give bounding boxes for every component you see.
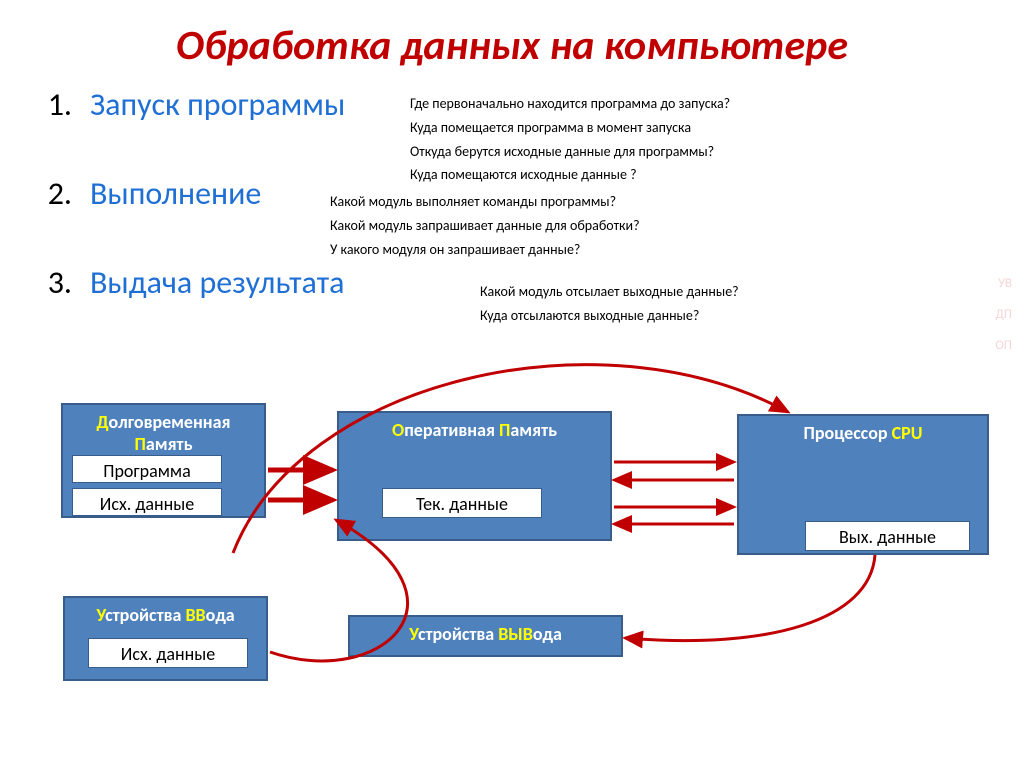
list-number: 1. <box>40 85 90 124</box>
question-line: Куда помещается программа в момент запус… <box>410 116 730 140</box>
node-title: Оперативная Память <box>339 413 610 447</box>
question-line: Где первоначально находится программа до… <box>410 92 730 116</box>
node-title: Устройства ВВода <box>65 598 266 632</box>
list-text: Выполнение <box>90 174 261 213</box>
list-text: Выдача результата <box>90 263 344 302</box>
question-line: Какой модуль запрашивает данные для обра… <box>330 214 640 238</box>
question-line: Куда отсылаются выходные данные? <box>480 304 739 328</box>
list-number: 3. <box>40 263 90 302</box>
questions-group-2: Какой модуль выполняет команды программы… <box>330 190 640 261</box>
list-item: 3. Выдача результата <box>40 263 345 302</box>
question-line: Какой модуль выполняет команды программы… <box>330 190 640 214</box>
arrow <box>625 555 875 641</box>
node-title: Устройства ВЫВода <box>350 617 621 651</box>
questions-group-1: Где первоначально находится программа до… <box>410 92 730 187</box>
question-line: Куда помещаются исходные данные ? <box>410 163 730 187</box>
node-output: Устройства ВЫВода <box>348 615 623 657</box>
node-title: Процессор CPU <box>739 416 987 450</box>
list-number: 2. <box>40 174 90 213</box>
inner-box: Исх. данные <box>72 488 222 516</box>
node-ram: Оперативная Память <box>337 411 612 541</box>
page-title: Обработка данных на компьютере <box>0 0 1024 71</box>
question-line: Какой модуль отсылает выходные данные? <box>480 280 739 304</box>
steps-list: 1. Запуск программы 2. Выполнение 3. Выд… <box>40 85 345 352</box>
inner-box: Программа <box>72 455 222 483</box>
list-item: 2. Выполнение <box>40 174 345 213</box>
faint-labels: УВ ДП ОП <box>995 268 1012 362</box>
list-text: Запуск программы <box>90 85 345 124</box>
inner-box: Вых. данные <box>805 521 970 551</box>
inner-box: Исх. данные <box>88 638 248 668</box>
question-line: Откуда берутся исходные данные для прогр… <box>410 140 730 164</box>
questions-group-3: Какой модуль отсылает выходные данные?Ку… <box>480 280 739 328</box>
list-item: 1. Запуск программы <box>40 85 345 124</box>
question-line: У какого модуля он запрашивает данные? <box>330 238 640 262</box>
node-title: Долговременная Память <box>63 405 264 461</box>
inner-box: Тек. данные <box>382 488 542 518</box>
